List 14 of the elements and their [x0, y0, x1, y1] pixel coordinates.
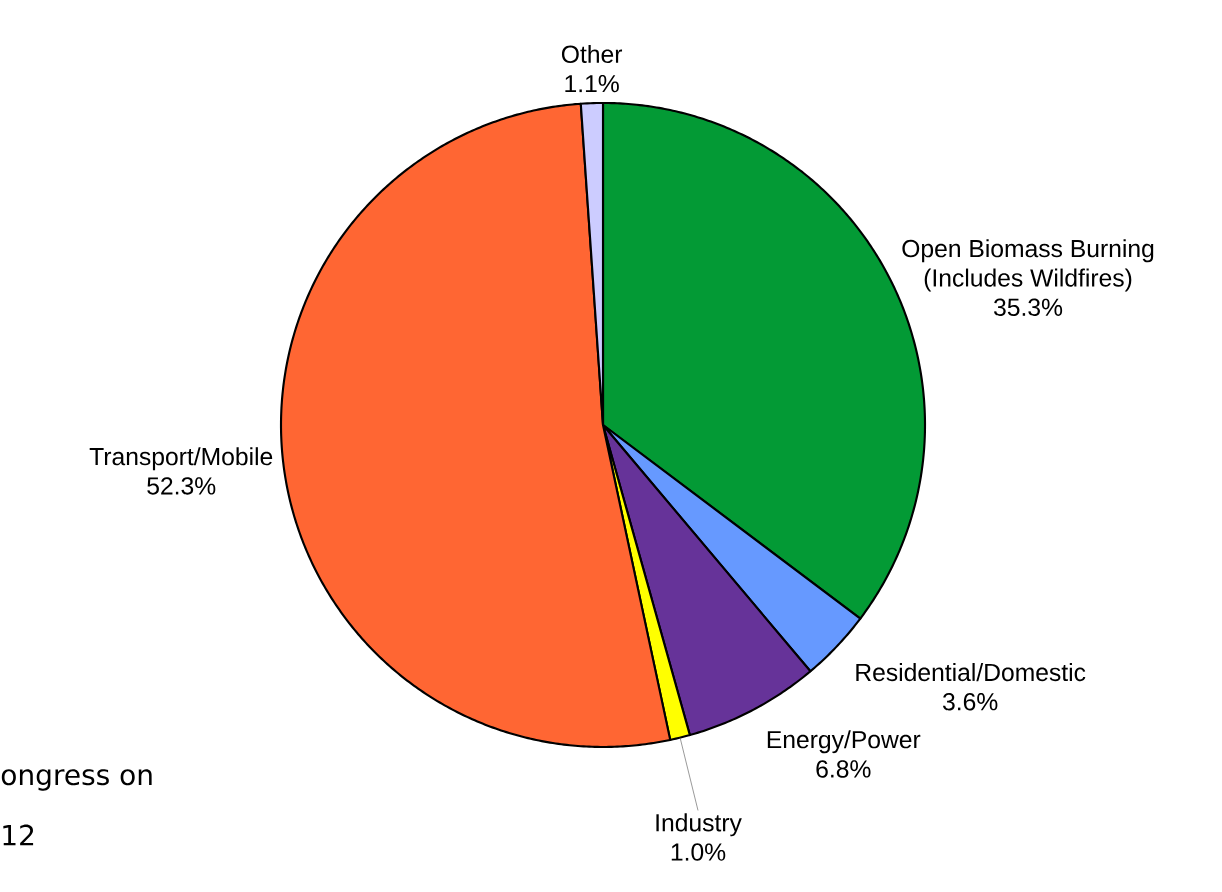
data-label: 3.6% [942, 692, 998, 711]
slice-label: Energy/Power [767, 730, 921, 754]
slice-label: Open Biomass Burning (Includes Wildfires) [902, 239, 1154, 292]
slice-label: Residential/Domestic [856, 663, 1086, 682]
text: ongress on [1, 769, 152, 791]
slice-label: Transport/Mobile [89, 447, 273, 471]
data-label: 52.3% [147, 477, 216, 495]
data-label: 1.0% [671, 843, 726, 861]
data-label: 35.3% [994, 298, 1063, 317]
slice-label: Other [561, 44, 623, 64]
slice-label: Industry [656, 813, 742, 837]
text: 12 [3, 824, 34, 846]
data-label: 6.8% [816, 760, 871, 778]
data-label: 1.1% [565, 74, 619, 93]
